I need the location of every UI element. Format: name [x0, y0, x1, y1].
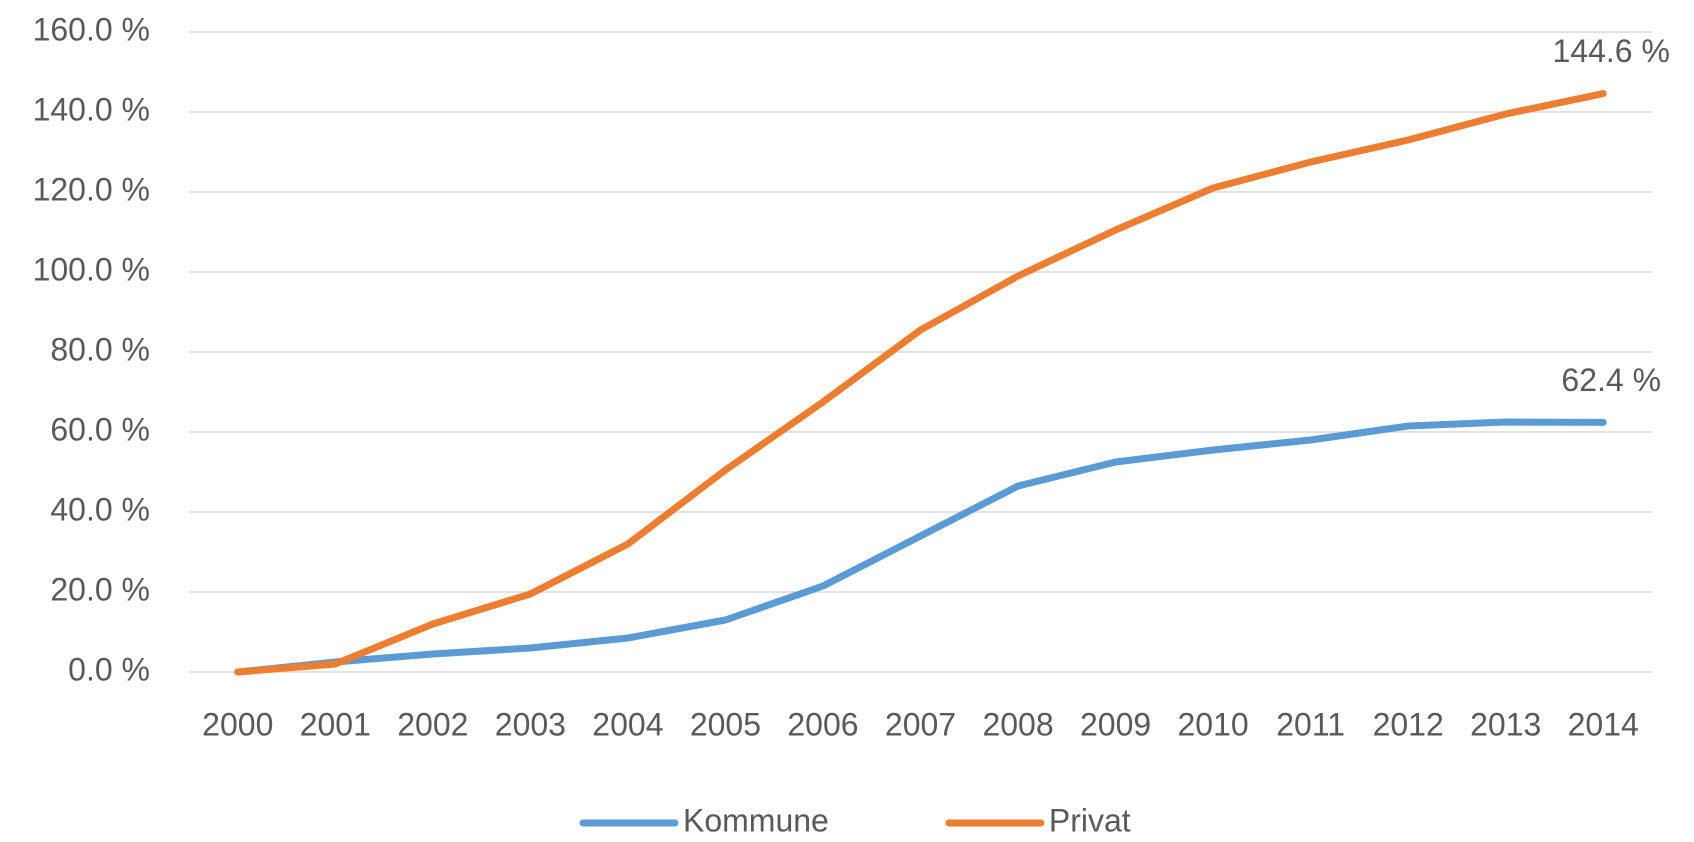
legend-label: Kommune [683, 802, 829, 838]
y-tick-label: 80.0 % [50, 331, 150, 367]
line-series [234, 90, 1607, 676]
x-tick-label: 2002 [397, 706, 468, 742]
y-tick-label: 100.0 % [33, 251, 150, 287]
y-tick-label: 140.0 % [33, 91, 150, 127]
x-tick-label: 2011 [1276, 706, 1345, 742]
y-tick-label: 120.0 % [33, 171, 150, 207]
y-tick-label: 0.0 % [68, 651, 150, 687]
x-tick-label: 2000 [202, 706, 273, 742]
x-tick-label: 2006 [787, 706, 858, 742]
line-series [234, 418, 1607, 676]
x-tick-label: 2007 [885, 706, 956, 742]
x-tick-label: 2010 [1178, 706, 1249, 742]
x-tick-label: 2008 [982, 706, 1053, 742]
x-tick-label: 2005 [690, 706, 761, 742]
x-tick-label: 2014 [1568, 706, 1639, 742]
data-label: 62.4 % [1561, 362, 1661, 398]
y-tick-label: 40.0 % [50, 491, 150, 527]
y-tick-label: 20.0 % [50, 571, 150, 607]
x-tick-label: 2009 [1080, 706, 1151, 742]
x-tick-label: 2013 [1470, 706, 1541, 742]
legend-label: Privat [1049, 802, 1131, 838]
y-tick-label: 60.0 % [50, 411, 150, 447]
x-tick-label: 2003 [495, 706, 566, 742]
x-tick-label: 2004 [592, 706, 663, 742]
y-tick-label: 160.0 % [33, 11, 150, 47]
data-label: 144.6 % [1553, 33, 1670, 69]
x-tick-label: 2012 [1373, 706, 1444, 742]
x-tick-label: 2001 [300, 706, 371, 742]
